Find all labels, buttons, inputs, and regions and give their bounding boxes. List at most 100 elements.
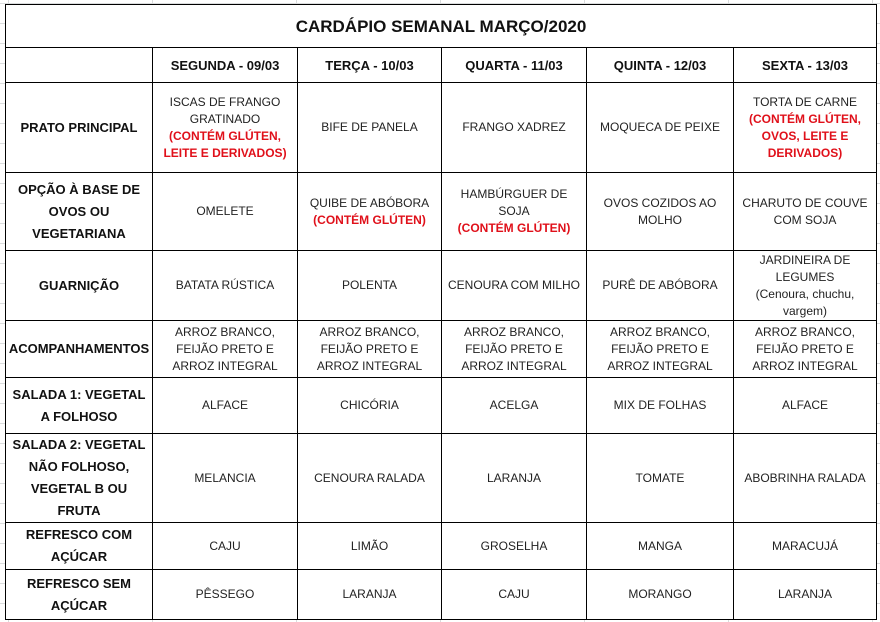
menu-cell[interactable]: BIFE DE PANELA <box>297 82 442 173</box>
header-row: SEGUNDA - 09/03 TERÇA - 10/03 QUARTA - 11/… <box>5 47 877 83</box>
row-label[interactable]: PRATO PRINCIPAL <box>5 82 153 173</box>
dish-name: ABOBRINHA RALADA <box>744 470 866 485</box>
dish-name: ARROZ BRANCO, FEIJÃO PRETO E ARROZ INTEG… <box>752 324 858 373</box>
menu-cell[interactable]: CAJU <box>152 522 298 570</box>
dish-name: CENOURA RALADA <box>314 470 425 485</box>
menu-cell[interactable]: ARROZ BRANCO, FEIJÃO PRETO E ARROZ INTEG… <box>152 320 298 378</box>
menu-cell[interactable]: ALFACE <box>152 377 298 434</box>
dish-name: ARROZ BRANCO, FEIJÃO PRETO E ARROZ INTEG… <box>172 324 278 373</box>
menu-cell[interactable]: LIMÃO <box>297 522 442 570</box>
menu-cell[interactable]: BATATA RÚSTICA <box>152 250 298 321</box>
row-label[interactable]: REFRESCO SEM AÇÚCAR <box>5 569 153 620</box>
menu-cell[interactable]: PÊSSEGO <box>152 569 298 620</box>
table-row: REFRESCO SEM AÇÚCAR PÊSSEGO LARANJA CAJU MOR… <box>5 569 877 620</box>
menu-cell[interactable]: OVOS COZIDOS AO MOLHO <box>586 172 734 251</box>
dish-name: ISCAS DE FRANGO GRATINADO <box>169 94 281 126</box>
row-label[interactable]: OPÇÃO À BASE DE OVOS OU VEGETARIANA <box>5 172 153 251</box>
row-label[interactable]: GUARNIÇÃO <box>5 250 153 321</box>
menu-cell[interactable]: ARROZ BRANCO, FEIJÃO PRETO E ARROZ INTEG… <box>586 320 734 378</box>
dish-name: BATATA RÚSTICA <box>175 278 275 292</box>
menu-cell[interactable]: JARDINEIRA DE LEGUMES (Cenoura, chuchu, v… <box>733 250 877 321</box>
menu-cell[interactable]: GROSELHA <box>441 522 587 570</box>
menu-cell[interactable]: ARROZ BRANCO, FEIJÃO PRETO E ARROZ INTEG… <box>733 320 877 378</box>
dish-name: QUIBE DE ABÓBORA <box>309 195 430 210</box>
table-row: ACOMPANHAMENTOS ARROZ BRANCO, FEIJÃO PRET… <box>5 320 877 378</box>
table-row: GUARNIÇÃO BATATA RÚSTICA POLENTA CENOURA CO… <box>5 250 877 321</box>
day-header[interactable]: TERÇA - 10/03 <box>297 47 442 83</box>
menu-cell[interactable]: LARANJA <box>441 433 587 523</box>
corner-cell[interactable] <box>5 47 153 83</box>
menu-cell[interactable]: CHICÓRIA <box>297 377 442 434</box>
menu-cell[interactable]: OMELETE <box>152 172 298 251</box>
menu-cell[interactable]: MOQUECA DE PEIXE <box>586 82 734 173</box>
dish-name: BIFE DE PANELA <box>321 120 418 134</box>
menu-cell[interactable]: FRANGO XADREZ <box>441 82 587 173</box>
menu-cell[interactable]: MARACUJÁ <box>733 522 877 570</box>
dish-name: LIMÃO <box>350 538 389 553</box>
menu-cell[interactable]: MORANGO <box>586 569 734 620</box>
dish-name: CENOURA COM MILHO <box>447 278 580 292</box>
menu-title[interactable]: CARDÁPIO SEMANAL MARÇO/2020 <box>5 4 877 48</box>
dish-name: PÊSSEGO <box>195 587 255 601</box>
dish-name: MANGA <box>637 538 682 553</box>
menu-cell[interactable]: LARANJA <box>297 569 442 620</box>
table-row: PRATO PRINCIPAL ISCAS DE FRANGO GRATINADO… <box>5 82 877 173</box>
dish-name: MELANCIA <box>194 470 256 485</box>
dish-name: ALFACE <box>781 398 829 412</box>
dish-name: LARANJA <box>342 587 397 601</box>
dish-name: TORTA DE CARNE <box>752 94 858 109</box>
menu-cell[interactable]: MANGA <box>586 522 734 570</box>
dish-name: OMELETE <box>196 204 254 218</box>
dish-name: MOQUECA DE PEIXE <box>599 120 721 134</box>
dish-name: MARACUJÁ <box>771 538 838 553</box>
menu-cell[interactable]: ACELGA <box>441 377 587 434</box>
dish-name: CHICÓRIA <box>340 398 399 412</box>
menu-cell[interactable]: CHARUTO DE COUVE COM SOJA <box>733 172 877 251</box>
row-label[interactable]: SALADA 2: VEGETAL NÃO FOLHOSO, VEGETAL B… <box>5 433 153 523</box>
dish-name: MIX DE FOLHAS <box>613 398 707 412</box>
menu-cell[interactable]: HAMBÚRGUER DE SOJA (CONTÉM GLÚTEN) <box>441 172 587 251</box>
row-label[interactable]: SALADA 1: VEGETAL A FOLHOSO <box>5 377 153 434</box>
table-row: SALADA 2: VEGETAL NÃO FOLHOSO, VEGETAL B… <box>5 433 877 523</box>
menu-cell[interactable]: POLENTA <box>297 250 442 321</box>
day-header[interactable]: SEXTA - 13/03 <box>733 47 877 83</box>
dish-name: POLENTA <box>341 278 398 292</box>
dish-name: TOMATE <box>635 470 685 485</box>
allergen-warning: (CONTÉM GLÚTEN) <box>457 221 571 235</box>
menu-cell[interactable]: ARROZ BRANCO, FEIJÃO PRETO E ARROZ INTEG… <box>441 320 587 378</box>
row-label[interactable]: REFRESCO COM AÇÚCAR <box>5 522 153 570</box>
dish-name: MORANGO <box>628 587 692 601</box>
menu-cell[interactable]: CAJU <box>441 569 587 620</box>
menu-cell[interactable]: PURÊ DE ABÓBORA <box>586 250 734 321</box>
dish-name: CAJU <box>498 587 530 601</box>
menu-cell[interactable]: ALFACE <box>733 377 877 434</box>
dish-name: PURÊ DE ABÓBORA <box>602 278 718 292</box>
menu-cell[interactable]: CENOURA COM MILHO <box>441 250 587 321</box>
dish-name: ALFACE <box>201 398 249 412</box>
day-header[interactable]: QUARTA - 11/03 <box>441 47 587 83</box>
menu-cell[interactable]: TOMATE <box>586 433 734 523</box>
dish-name: LARANJA <box>777 587 833 601</box>
dish-name: HAMBÚRGUER DE SOJA <box>460 187 568 218</box>
dish-name: FRANGO XADREZ <box>462 120 566 134</box>
day-header[interactable]: QUINTA - 12/03 <box>586 47 734 83</box>
dish-name: ARROZ BRANCO, FEIJÃO PRETO E ARROZ INTEG… <box>461 324 567 373</box>
menu-cell[interactable]: ARROZ BRANCO, FEIJÃO PRETO E ARROZ INTEG… <box>297 320 442 378</box>
dish-name: ACELGA <box>489 398 539 412</box>
menu-cell[interactable]: QUIBE DE ABÓBORA (CONTÉM GLÚTEN) <box>297 172 442 251</box>
dish-name: LARANJA <box>486 470 542 485</box>
table-row: OPÇÃO À BASE DE OVOS OU VEGETARIANA OMELE… <box>5 172 877 251</box>
allergen-warning: (CONTÉM GLÚTEN, LEITE E DERIVADOS) <box>163 128 287 160</box>
row-label[interactable]: ACOMPANHAMENTOS <box>5 320 153 378</box>
dish-name: OVOS COZIDOS AO MOLHO <box>603 195 717 227</box>
menu-cell[interactable]: TORTA DE CARNE (CONTÉM GLÚTEN, OVOS, LEIT… <box>733 82 877 173</box>
day-header[interactable]: SEGUNDA - 09/03 <box>152 47 298 83</box>
dish-name: CHARUTO DE COUVE COM SOJA <box>742 195 868 227</box>
menu-cell[interactable]: LARANJA <box>733 569 877 620</box>
menu-cell[interactable]: MELANCIA <box>152 433 298 523</box>
dish-name: ARROZ BRANCO, FEIJÃO PRETO E ARROZ INTEG… <box>316 324 423 373</box>
menu-cell[interactable]: ABOBRINHA RALADA <box>733 433 877 523</box>
menu-cell[interactable]: MIX DE FOLHAS <box>586 377 734 434</box>
menu-cell[interactable]: ISCAS DE FRANGO GRATINADO (CONTÉM GLÚTEN,… <box>152 82 298 173</box>
menu-cell[interactable]: CENOURA RALADA <box>297 433 442 523</box>
